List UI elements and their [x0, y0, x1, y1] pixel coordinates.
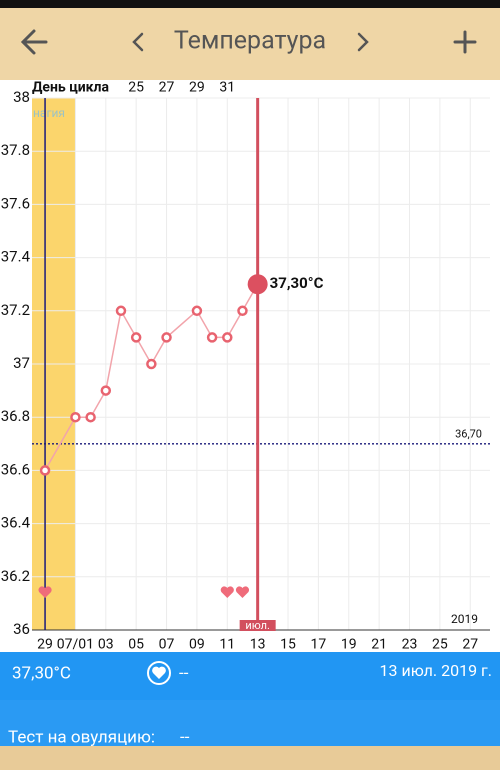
ovulation-test-label: Тест на овуляцию: — [8, 727, 155, 747]
y-tick-label: 36 — [13, 620, 30, 638]
temperature-point — [39, 465, 51, 476]
x-tick-label: 29 — [37, 637, 53, 653]
temperature-point — [70, 411, 81, 423]
x-tick-label: 21 — [371, 637, 387, 653]
top-bar — [0, 0, 500, 80]
temperature-point — [237, 305, 248, 317]
selected-point — [247, 274, 268, 295]
y-tick-label: 36.2 — [1, 567, 30, 585]
temperature-point — [206, 332, 218, 343]
ovulation-test-value: -- — [180, 727, 190, 747]
y-tick-label: 37 — [13, 354, 30, 372]
temperature-point — [161, 332, 172, 343]
x-tick-label: 15 — [280, 637, 296, 653]
chart[interactable]: 36 36.2 36.4 36.6 36.8 37 37.2 37.4 37.6 37.8 38 29… — [1, 80, 490, 653]
temperature-point — [100, 385, 112, 396]
back-button[interactable] — [20, 29, 48, 55]
chart-background — [0, 80, 500, 652]
today-label-box — [239, 620, 276, 631]
prev-button[interactable] — [132, 32, 144, 52]
temperature-point — [85, 411, 96, 423]
status-bar — [0, 0, 500, 8]
x-tick-label: 23 — [402, 637, 418, 653]
cycle-day-label: 25 — [128, 80, 144, 96]
y-tick-label: 37.8 — [1, 141, 30, 159]
x-tick-label: 09 — [189, 637, 205, 653]
x-tick-label: 03 — [98, 637, 114, 653]
y-tick-label: 36.8 — [1, 407, 30, 425]
x-tick-label: 27 — [462, 637, 478, 653]
x-tick-label: 17 — [311, 637, 327, 653]
period-label: нагия — [33, 106, 65, 120]
next-button[interactable] — [357, 32, 369, 52]
heart — [235, 586, 250, 598]
cycle-day-label: 27 — [159, 80, 175, 96]
y-tick-label: 36.4 — [1, 514, 31, 532]
y-tick-label: 37.2 — [1, 301, 30, 319]
temperature-value: 37,30°C — [12, 663, 71, 683]
y-tick-label: 38 — [13, 88, 30, 106]
summary-bar — [0, 652, 500, 700]
x-tick-label: 19 — [341, 637, 357, 653]
x-tick-label: 13 — [250, 637, 266, 653]
x-tick-label: 11 — [219, 637, 235, 653]
y-tick-label: 37.6 — [1, 194, 30, 212]
heart — [220, 586, 234, 598]
cycle-day-label: 29 — [189, 80, 205, 96]
temperature-point — [191, 305, 203, 317]
bottom-strip — [0, 746, 500, 770]
value-label: 37,30°C — [270, 274, 324, 292]
x-tick-label: 07 — [159, 637, 175, 653]
year-label: 2019 — [451, 612, 478, 626]
x-tick-label: 25 — [432, 637, 448, 653]
sex-value: -- — [179, 663, 189, 683]
date: 13 июл. 2019 г. — [380, 661, 492, 680]
temperature-point — [130, 332, 142, 343]
temperature-point — [115, 305, 127, 317]
today-label: июл. — [245, 619, 270, 632]
x-tick-label: 05 — [128, 637, 144, 653]
ovulation-test-row[interactable] — [0, 700, 500, 746]
add-button[interactable] — [453, 30, 477, 54]
y-tick-label: 36.6 — [1, 460, 30, 478]
heart — [38, 586, 52, 598]
cycle-day-title: День цикла — [32, 80, 109, 96]
sex-icon — [147, 661, 171, 685]
cycle-day-label: 31 — [219, 80, 235, 96]
screen-title: Температура — [174, 27, 326, 56]
temperature-point — [222, 332, 233, 343]
temperature-point — [146, 358, 157, 370]
x-tick-label: 07/01 — [57, 637, 94, 653]
y-tick-label: 37.4 — [1, 248, 31, 266]
coverline-label: 36,70 — [455, 428, 482, 441]
